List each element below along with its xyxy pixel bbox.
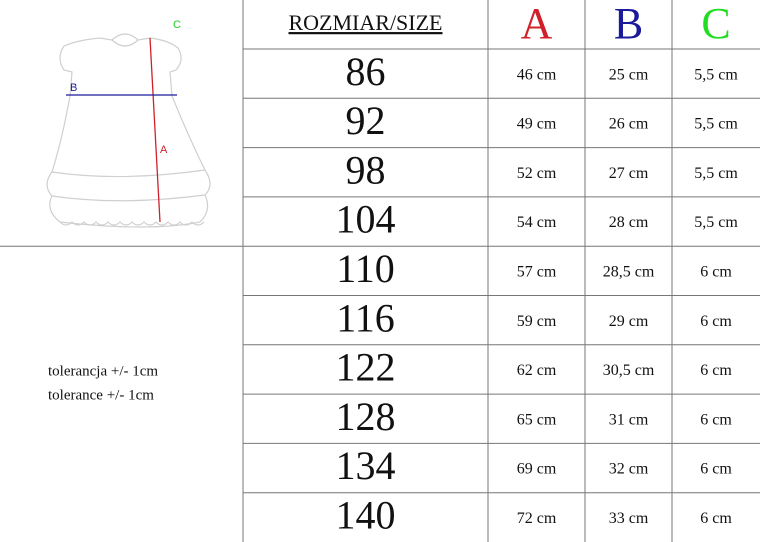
tolerance-en: tolerance +/- 1cm xyxy=(48,387,154,403)
measure-cell: 26 cm xyxy=(609,116,649,133)
label-b: B xyxy=(70,82,77,94)
size-cell: 92 xyxy=(346,98,386,143)
measure-cell: 33 cm xyxy=(609,510,649,527)
measure-cell: 29 cm xyxy=(609,313,649,330)
size-cell: 122 xyxy=(336,345,396,390)
measure-cell: 32 cm xyxy=(609,461,649,478)
measure-cell: 59 cm xyxy=(517,313,557,330)
tolerance-pl: tolerancja +/- 1cm xyxy=(48,363,158,379)
measure-cell: 31 cm xyxy=(609,411,649,428)
size-header: ROZMIAR/SIZE xyxy=(289,10,443,35)
measure-cell: 5,5 cm xyxy=(694,165,738,182)
measure-cell: 57 cm xyxy=(517,264,557,281)
size-cell: 104 xyxy=(336,197,396,242)
measure-cell: 6 cm xyxy=(700,510,732,527)
label-a: A xyxy=(160,144,168,156)
measure-cell: 6 cm xyxy=(700,461,732,478)
measure-cell: 28 cm xyxy=(609,214,649,231)
measure-cell: 30,5 cm xyxy=(603,362,655,379)
measure-cell: 54 cm xyxy=(517,214,557,231)
size-cell: 116 xyxy=(336,295,395,340)
measure-cell: 62 cm xyxy=(517,362,557,379)
size-cell: 98 xyxy=(346,147,386,192)
measure-cell: 25 cm xyxy=(609,66,649,83)
measure-cell: 65 cm xyxy=(517,411,557,428)
size-cell: 86 xyxy=(346,49,386,94)
measure-cell: 52 cm xyxy=(517,165,557,182)
measure-cell: 6 cm xyxy=(700,411,732,428)
measure-cell: 28,5 cm xyxy=(603,264,655,281)
size-cell: 128 xyxy=(336,394,396,439)
measure-cell: 49 cm xyxy=(517,116,557,133)
measure-cell: 5,5 cm xyxy=(694,66,738,83)
measure-cell: 72 cm xyxy=(517,510,557,527)
measure-cell: 6 cm xyxy=(700,362,732,379)
size-cell: 134 xyxy=(336,443,396,488)
measure-cell: 6 cm xyxy=(700,313,732,330)
column-header: A xyxy=(521,0,553,48)
measure-cell: 5,5 cm xyxy=(694,116,738,133)
column-header: C xyxy=(701,0,730,48)
label-c: C xyxy=(173,19,181,31)
dress-sketch: C A B xyxy=(46,19,211,228)
measure-cell: 27 cm xyxy=(609,165,649,182)
size-cell: 110 xyxy=(336,246,395,291)
measure-cell: 5,5 cm xyxy=(694,214,738,231)
size-cell: 140 xyxy=(336,493,396,538)
measure-cell: 69 cm xyxy=(517,461,557,478)
measure-cell: 46 cm xyxy=(517,66,557,83)
column-header: B xyxy=(614,0,643,48)
measure-cell: 6 cm xyxy=(700,264,732,281)
